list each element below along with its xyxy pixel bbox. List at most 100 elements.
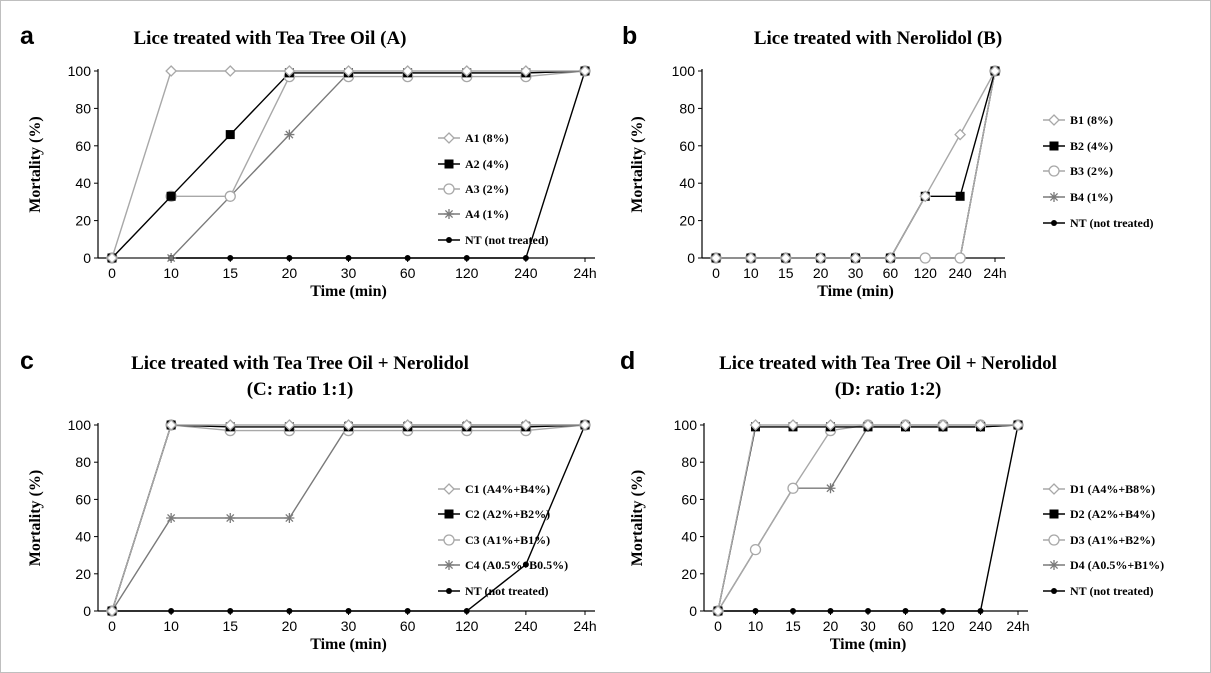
- series-line: [717, 424, 1019, 612]
- series-line: [112, 70, 586, 259]
- x-tick-label: 15: [778, 265, 794, 281]
- x-tick-label: 60: [898, 618, 914, 634]
- y-tick-label: 40: [679, 175, 695, 191]
- y-axis-label: Mortality (%): [27, 116, 44, 212]
- data-point: [106, 252, 118, 264]
- legend-label: D3 (A1%+B2%): [1070, 533, 1155, 547]
- data-point: [824, 419, 837, 431]
- legend-label: C1 (A4%+B4%): [465, 482, 550, 496]
- x-tick-label: 120: [455, 265, 479, 281]
- panel-letter: b: [622, 22, 637, 50]
- data-point: [825, 483, 836, 494]
- y-tick-label: 20: [75, 566, 91, 582]
- x-tick-label: 24h: [983, 265, 1006, 281]
- x-tick-label: 15: [785, 618, 801, 634]
- data-point: [937, 419, 949, 431]
- data-point: [345, 255, 352, 261]
- chart-panel-a: a Lice treated with Tea Tree Oil (A) 0 20 40…: [20, 22, 597, 300]
- data-point: [902, 608, 909, 614]
- x-tick-label: 30: [848, 265, 864, 281]
- y-tick-label: 40: [681, 529, 697, 545]
- legend-label: NT (not treated): [465, 233, 549, 247]
- legend-marker: [1048, 534, 1060, 546]
- data-point: [342, 419, 355, 431]
- y-tick-label: 60: [75, 491, 91, 507]
- series-line: [718, 424, 1019, 612]
- y-tick-label: 20: [681, 566, 697, 582]
- data-point: [787, 419, 799, 431]
- x-tick-label: 10: [748, 618, 764, 634]
- x-tick-label: 20: [813, 265, 829, 281]
- data-point: [401, 65, 414, 77]
- data-point: [955, 191, 965, 201]
- legend-marker: [443, 132, 455, 144]
- y-tick-label: 40: [75, 175, 91, 191]
- chart-panel-c: c Lice treated with Tea Tree Oil + Neroli…: [20, 347, 597, 653]
- data-point: [940, 608, 946, 614]
- x-tick-label: 20: [823, 618, 839, 634]
- data-point: [284, 513, 295, 523]
- series-line: [716, 70, 996, 259]
- legend-marker: [1049, 192, 1059, 202]
- legend-marker: [444, 509, 454, 519]
- x-tick-label: 60: [400, 618, 416, 634]
- y-tick-label: 60: [679, 138, 695, 154]
- data-point: [779, 252, 792, 264]
- data-point: [849, 252, 862, 264]
- chart-panel-d: d Lice treated with Tea Tree Oil + Neroli…: [620, 347, 1164, 653]
- x-tick-label: 30: [860, 618, 876, 634]
- x-tick-label: 120: [455, 618, 479, 634]
- x-tick-label: 10: [163, 618, 179, 634]
- x-tick-label: 0: [714, 618, 722, 634]
- y-axis-label: Mortality (%): [629, 470, 646, 566]
- data-point: [749, 543, 762, 556]
- legend-marker: [1051, 220, 1057, 226]
- data-point: [954, 252, 966, 264]
- chart-title: Lice treated with Nerolidol (B): [754, 28, 1002, 49]
- x-tick-label: 240: [514, 265, 538, 281]
- data-point: [165, 65, 178, 77]
- legend-label: A3 (2%): [465, 182, 509, 196]
- y-tick-label: 60: [75, 138, 91, 154]
- panel-letter: a: [20, 22, 35, 50]
- x-tick-label: 240: [948, 265, 972, 281]
- legend-label: C3 (A1%+B1%): [465, 533, 550, 547]
- legend-label: A1 (8%): [465, 131, 509, 145]
- x-tick-label: 24h: [1006, 618, 1029, 634]
- y-tick-label: 20: [679, 213, 695, 229]
- x-axis-label: Time (min): [310, 283, 387, 300]
- data-point: [974, 419, 987, 431]
- legend-marker: [443, 183, 455, 195]
- x-axis-label: Time (min): [830, 636, 907, 653]
- data-point: [519, 419, 532, 431]
- data-point: [919, 252, 931, 264]
- legend-marker: [1049, 560, 1059, 570]
- chart-title: Lice treated with Tea Tree Oil + Nerolid…: [719, 353, 1057, 374]
- legend-label: B4 (1%): [1070, 190, 1113, 204]
- series-line: [111, 70, 586, 259]
- y-tick-label: 100: [674, 417, 698, 433]
- data-point: [977, 608, 984, 614]
- x-tick-label: 30: [341, 618, 357, 634]
- y-tick-label: 80: [75, 454, 91, 470]
- data-point: [225, 513, 236, 523]
- y-tick-label: 60: [681, 491, 697, 507]
- y-tick-label: 0: [689, 603, 697, 619]
- data-point: [165, 419, 178, 431]
- series-line: [111, 70, 586, 259]
- data-point: [522, 561, 529, 568]
- x-tick-label: 15: [222, 618, 238, 634]
- data-point: [284, 129, 295, 140]
- x-tick-label: 60: [400, 265, 416, 281]
- data-point: [749, 419, 762, 431]
- legend-label: A2 (4%): [465, 157, 509, 171]
- legend-marker: [1048, 165, 1060, 177]
- y-tick-label: 0: [687, 250, 695, 266]
- data-point: [168, 608, 175, 614]
- data-point: [989, 65, 1001, 77]
- series-line: [716, 70, 996, 259]
- data-point: [899, 419, 912, 431]
- series-line: [716, 70, 996, 259]
- data-point: [710, 252, 722, 264]
- data-point: [752, 608, 759, 614]
